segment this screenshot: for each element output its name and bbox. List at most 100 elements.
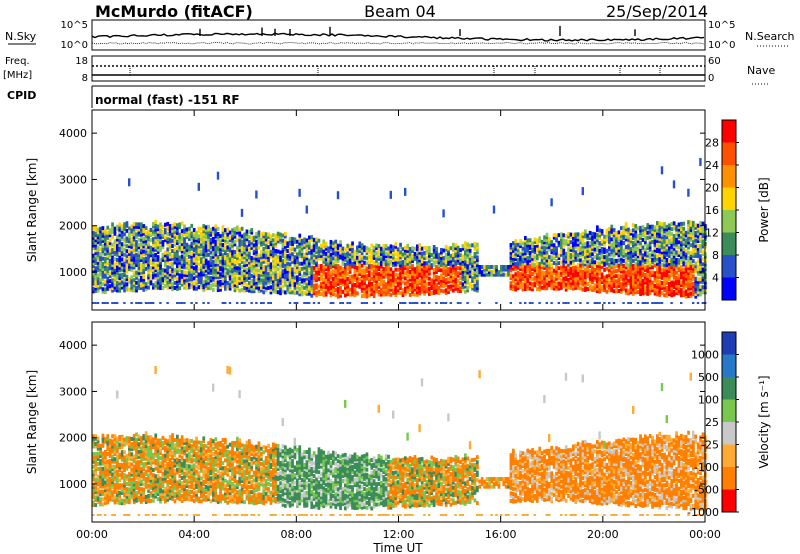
- heatmap-cell: [660, 263, 664, 268]
- heatmap-cell: [183, 280, 186, 285]
- heatmap-cell: [651, 285, 654, 290]
- heatmap-cell: [228, 284, 232, 289]
- heatmap-cell: [411, 259, 414, 264]
- heatmap-cell: [197, 254, 201, 259]
- heatmap-cell: [197, 285, 201, 290]
- heatmap-cell: [552, 255, 556, 260]
- heatmap-cell: [670, 280, 674, 285]
- heatmap-cell: [96, 230, 100, 235]
- heatmap-cell: [106, 230, 110, 235]
- heatmap-cell: [94, 227, 98, 232]
- heatmap-cell: [658, 226, 662, 231]
- heatmap-cell: [612, 289, 616, 294]
- heatmap-cell: [612, 266, 616, 271]
- heatmap-cell: [312, 255, 316, 260]
- heatmap-cell: [204, 253, 208, 258]
- heatmap-cell: [245, 260, 249, 265]
- heatmap-cell: [636, 234, 640, 239]
- heatmap-cell: [584, 262, 587, 267]
- heatmap-cell: [408, 285, 412, 290]
- heatmap-cell: [156, 239, 160, 244]
- heatmap-cell: [236, 302, 239, 304]
- heatmap-cell: [161, 232, 165, 237]
- heatmap-cell: [464, 279, 467, 284]
- heatmap-cell: [468, 271, 472, 276]
- heatmap-cell: [260, 252, 263, 257]
- heatmap-cell: [675, 278, 678, 283]
- heatmap-cell: [521, 241, 525, 246]
- heatmap-cell: [351, 282, 354, 287]
- heatmap-cell: [348, 302, 352, 304]
- heatmap-cell: [317, 284, 321, 289]
- heatmap-cell: [401, 272, 405, 277]
- heatmap-cell: [668, 248, 671, 253]
- heatmap-cell: [224, 274, 227, 279]
- heatmap-cell: [466, 242, 470, 247]
- heatmap-cell: [197, 262, 201, 267]
- heatmap-cell: [684, 248, 688, 253]
- heatmap-cell: [584, 272, 587, 277]
- heatmap-cell: [243, 265, 246, 270]
- heatmap-cell: [653, 258, 657, 263]
- heatmap-cell: [231, 258, 234, 263]
- heatmap-cell: [221, 235, 225, 240]
- heatmap-cell: [140, 245, 143, 250]
- heatmap-cell: [423, 281, 426, 286]
- heatmap-cell: [132, 288, 136, 293]
- heatmap-cell: [519, 261, 522, 266]
- heatmap-cell: [483, 265, 486, 270]
- heatmap-cell: [581, 249, 585, 254]
- heatmap-cell: [629, 231, 633, 236]
- heatmap-cell: [207, 275, 210, 280]
- heatmap-cell: [440, 250, 443, 255]
- heatmap-cell: [339, 281, 342, 286]
- heatmap-cell: [516, 278, 520, 283]
- heatmap-cell: [96, 283, 100, 288]
- heatmap-cell: [581, 236, 585, 241]
- heatmap-cell: [516, 273, 520, 278]
- heatmap-cell: [452, 260, 455, 265]
- heatmap-cell: [608, 242, 611, 247]
- heatmap-cell: [670, 293, 674, 298]
- heatmap-cell: [521, 256, 525, 261]
- heatmap-cell: [255, 257, 258, 262]
- heatmap-cell: [670, 232, 674, 237]
- heatmap-cell: [473, 262, 477, 267]
- heatmap-cell: [552, 235, 556, 240]
- heatmap-cell: [540, 285, 544, 290]
- heatmap-cell: [113, 267, 117, 272]
- heatmap-cell: [440, 247, 443, 252]
- heatmap-cell: [442, 268, 446, 273]
- heatmap-cell: [185, 283, 189, 288]
- heatmap-cell: [252, 253, 256, 258]
- heatmap-cell: [207, 232, 210, 237]
- heatmap-cell: [543, 260, 546, 265]
- heatmap-cell: [636, 251, 640, 256]
- heatmap-cell: [574, 265, 578, 270]
- heatmap-cell: [216, 282, 220, 287]
- heatmap-cell: [699, 231, 702, 236]
- heatmap-cell: [656, 228, 659, 233]
- heatmap-cell: [344, 293, 347, 298]
- heatmap-cell: [675, 263, 678, 268]
- heatmap-cell: [123, 222, 126, 227]
- heatmap-cell: [94, 230, 98, 235]
- heatmap-cell: [646, 302, 649, 304]
- heatmap-cell: [104, 244, 107, 249]
- heatmap-cell: [216, 285, 220, 290]
- heatmap-cell: [327, 287, 330, 292]
- power-heatmap: [92, 157, 707, 304]
- heatmap-cell: [392, 291, 395, 296]
- heatmap-cell: [116, 227, 119, 232]
- heatmap-cell: [540, 270, 544, 275]
- heatmap-cell: [190, 254, 194, 259]
- heatmap-cell: [317, 289, 321, 294]
- heatmap-cell: [178, 273, 182, 278]
- heatmap-cell: [692, 233, 695, 238]
- heatmap-cell: [658, 262, 662, 267]
- heatmap-cell: [377, 246, 381, 251]
- heatmap-cell: [92, 459, 95, 464]
- heatmap-cell: [202, 249, 206, 254]
- power-colorbar-label: Power [dB]: [757, 177, 771, 242]
